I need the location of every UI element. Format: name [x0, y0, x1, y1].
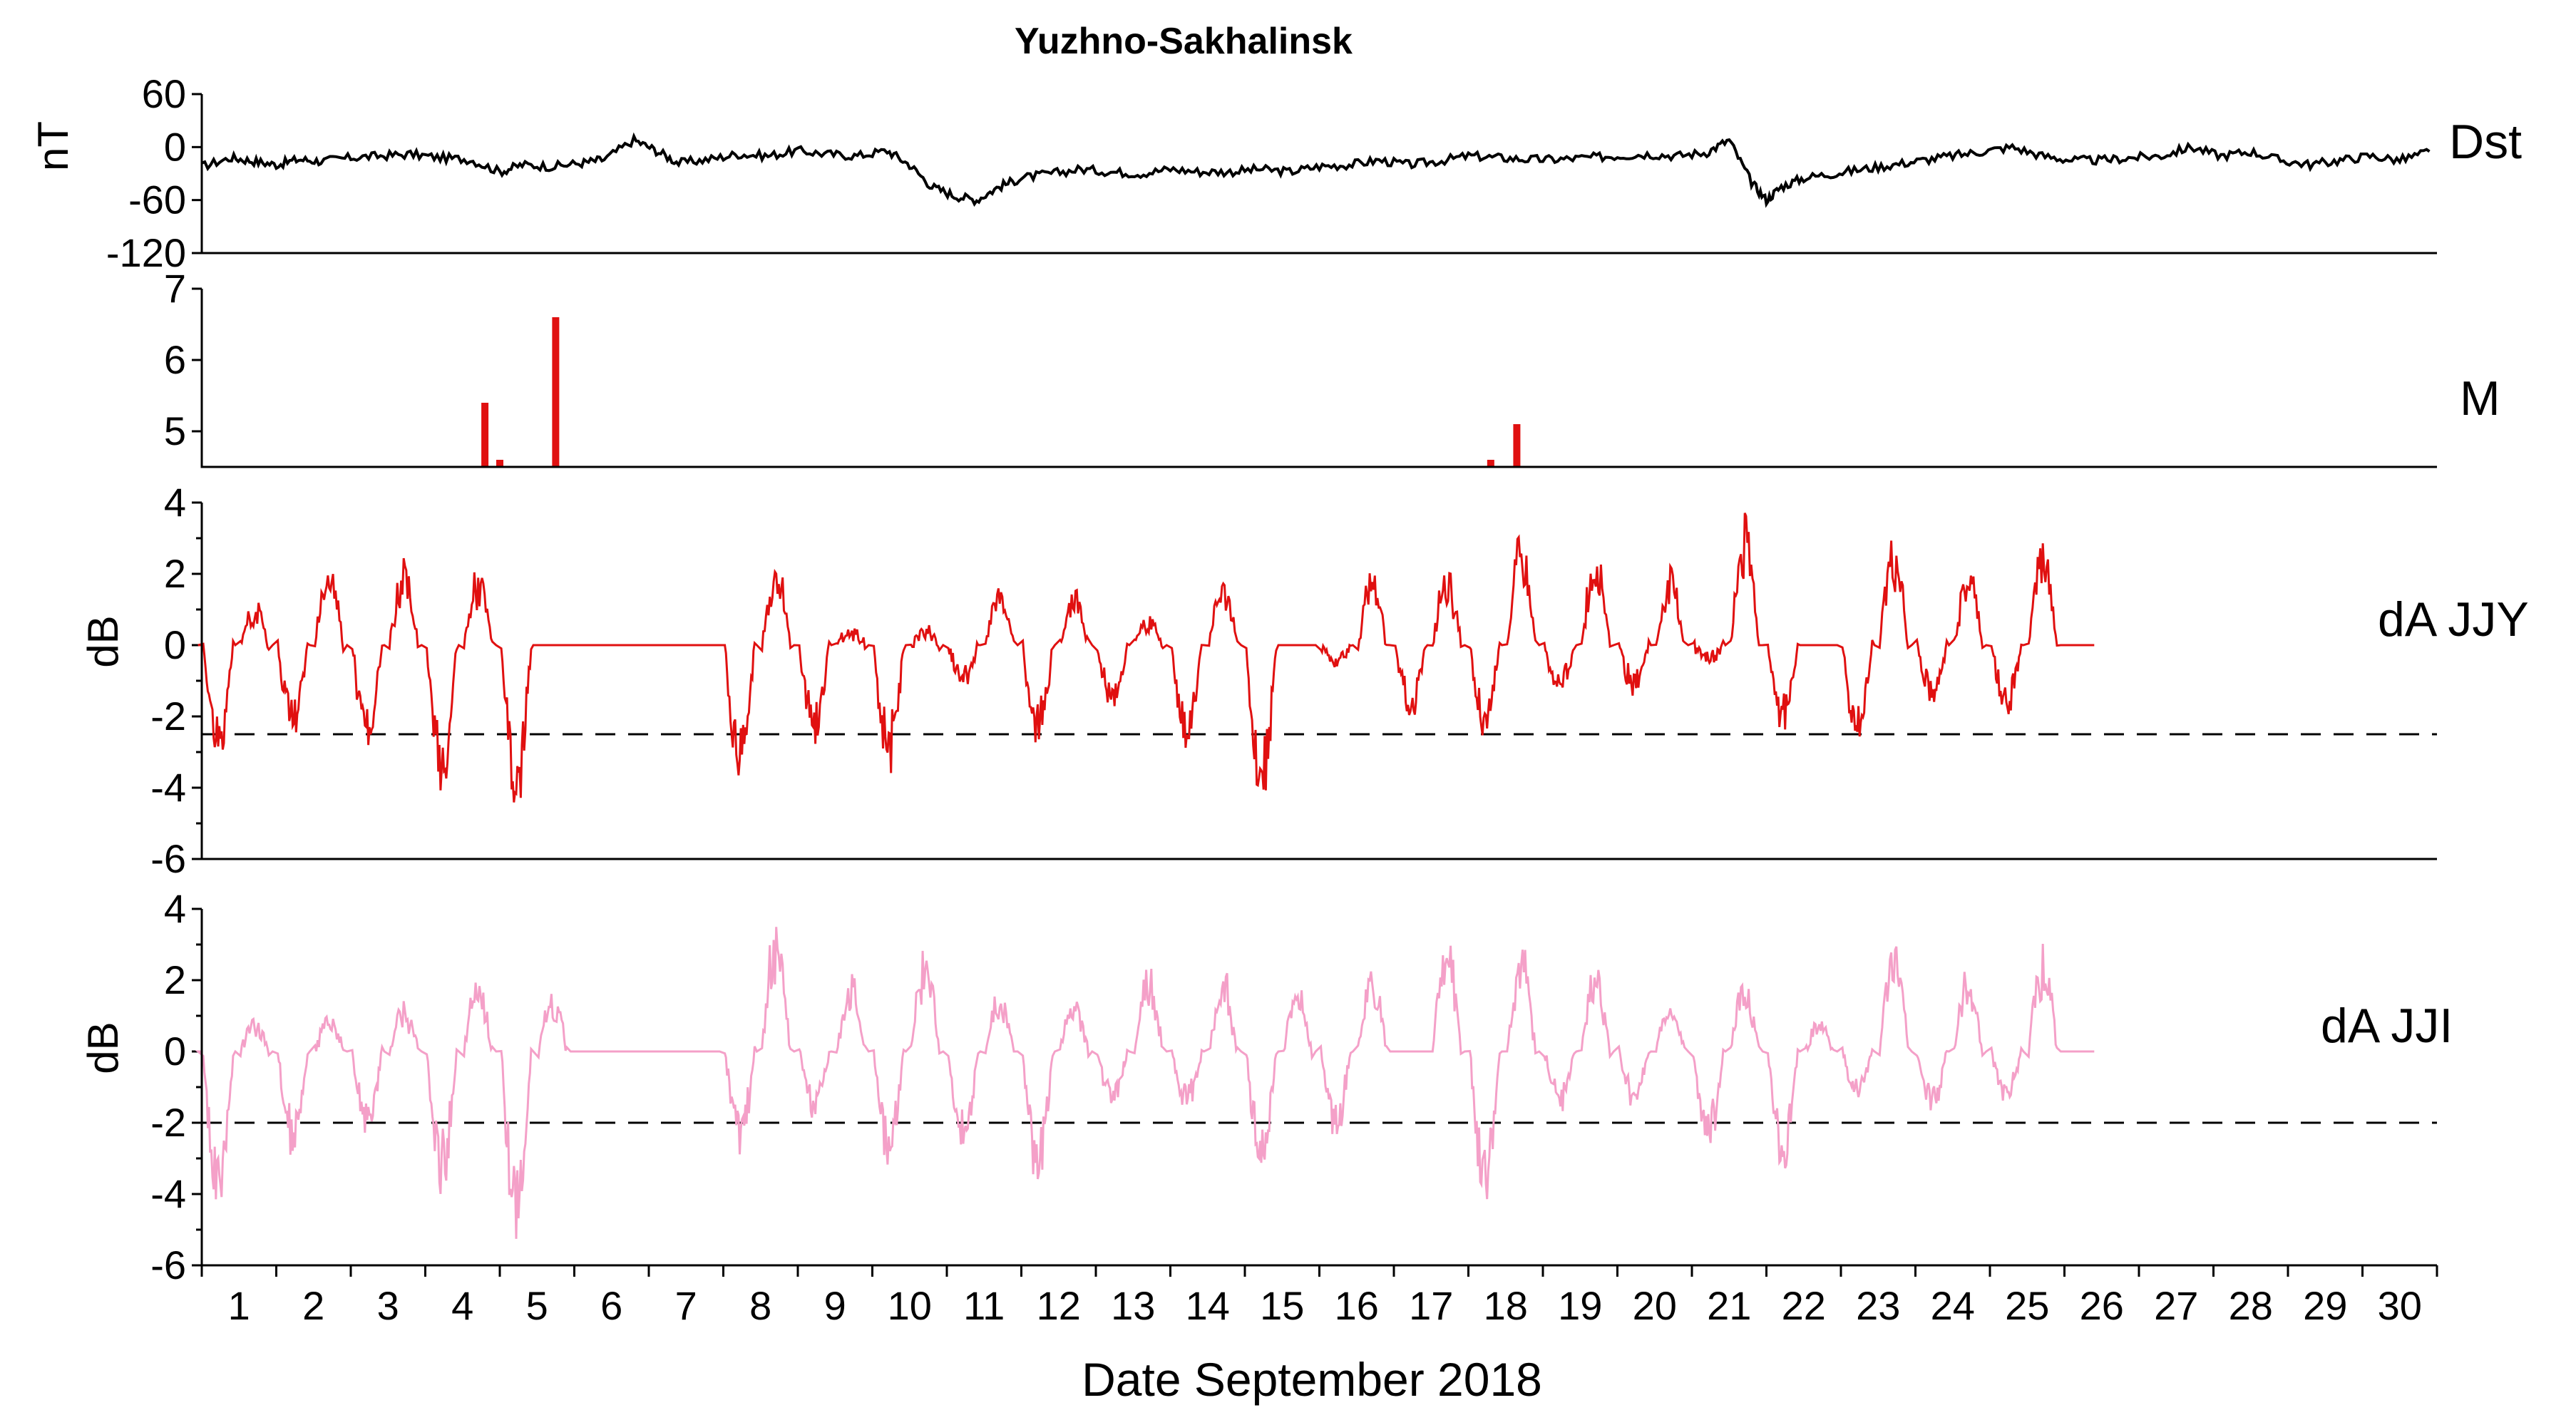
x-axis-ticks: 1 2 3 4 5 6 7 8 9 10 11 12 13 14 15 16 17 18 19 20 21 22 23 24 2…: [200, 1265, 2438, 1328]
quake-y-tick-label: 7: [164, 266, 186, 311]
x-tick-label: 19: [1558, 1283, 1602, 1328]
x-axis-label: Date September 2018: [1082, 1353, 1542, 1406]
x-tick-label: 18: [1484, 1283, 1528, 1328]
jji-y-tick-label: -2: [150, 1100, 186, 1145]
x-tick-label: 21: [1707, 1283, 1751, 1328]
jjy-y-tick-label: -6: [150, 836, 186, 881]
x-tick-label: 22: [1782, 1283, 1826, 1328]
x-tick-label: 7: [675, 1283, 697, 1328]
x-tick-label: 1: [228, 1283, 250, 1328]
x-tick-label: 16: [1335, 1283, 1379, 1328]
panel-earthquakes: 7 6 5 M: [164, 266, 2500, 468]
quake-bar: [1487, 460, 1494, 467]
x-tick-label: 10: [888, 1283, 932, 1328]
x-tick-label: 25: [2005, 1283, 2049, 1328]
jjy-axes: [200, 503, 2437, 860]
jji-y-tick-label: -4: [150, 1171, 186, 1216]
jji-y-tick-label: 0: [164, 1029, 186, 1074]
jjy-series-line: [197, 513, 2095, 803]
x-tick-label: 15: [1260, 1283, 1304, 1328]
jji-panel-label: dA JJI: [2321, 999, 2453, 1053]
x-tick-label: 2: [302, 1283, 324, 1328]
x-tick-label: 13: [1111, 1283, 1155, 1328]
panel-jji: 4 2 0 -2 -4 -6 dB dA JJI: [79, 886, 2453, 1287]
x-tick-label: 9: [824, 1283, 846, 1328]
jjy-y-tick-label: 4: [164, 480, 186, 525]
panel-dst: 60 0 -60 -120 nT Dst: [29, 71, 2522, 275]
jji-ylabel: dB: [79, 1022, 127, 1074]
quake-bar: [496, 460, 503, 467]
quake-panel-label: M: [2460, 371, 2500, 426]
jji-axes: [200, 909, 2437, 1267]
jjy-y-ticks: 4 2 0 -2 -4 -6: [150, 480, 202, 881]
x-tick-label: 29: [2303, 1283, 2347, 1328]
dst-ylabel: nT: [29, 121, 77, 171]
quake-bar: [481, 403, 489, 467]
jji-y-ticks: 4 2 0 -2 -4 -6: [150, 886, 202, 1287]
jjy-y-tick-label: 0: [164, 622, 186, 667]
panel-jjy: 4 2 0 -2 -4 -6 dB dA JJY: [79, 480, 2529, 881]
quake-bar: [552, 317, 560, 467]
dst-y-ticks: 60 0 -60 -120: [106, 71, 202, 275]
x-tick-label: 26: [2080, 1283, 2124, 1328]
x-tick-label: 24: [1931, 1283, 1975, 1328]
x-tick-label: 8: [749, 1283, 771, 1328]
quake-bars: [481, 317, 1521, 467]
x-tick-label: 4: [451, 1283, 473, 1328]
dst-y-tick-label: -120: [106, 230, 186, 275]
x-tick-label: 28: [2229, 1283, 2273, 1328]
quake-bar: [1513, 424, 1521, 467]
dst-axes: [200, 94, 2437, 254]
x-tick-label: 23: [1856, 1283, 1900, 1328]
x-tick-label: 20: [1633, 1283, 1677, 1328]
x-tick-label: 30: [2378, 1283, 2422, 1328]
jjy-y-tick-label: -4: [150, 765, 186, 810]
dst-panel-label: Dst: [2449, 115, 2522, 169]
x-tick-label: 5: [526, 1283, 548, 1328]
jjy-ylabel: dB: [79, 615, 127, 667]
jji-series-line: [195, 927, 2095, 1239]
jjy-y-tick-label: -2: [150, 694, 186, 739]
dst-series-line: [201, 132, 2431, 208]
quake-y-ticks: 7 6 5: [164, 266, 202, 453]
dst-y-tick-label: -60: [128, 178, 186, 222]
jjy-panel-label: dA JJY: [2378, 592, 2529, 647]
jji-y-tick-label: 2: [164, 957, 186, 1002]
x-tick-label: 27: [2154, 1283, 2198, 1328]
quake-y-tick-label: 6: [164, 337, 186, 382]
x-tick-label: 3: [377, 1283, 399, 1328]
x-tick-label: 11: [963, 1283, 1005, 1328]
x-tick-label: 12: [1037, 1283, 1081, 1328]
jji-y-tick-label: -6: [150, 1243, 186, 1287]
x-tick-label: 17: [1409, 1283, 1453, 1328]
dst-y-tick-label: 60: [142, 71, 186, 116]
x-tick-label: 6: [600, 1283, 622, 1328]
jjy-y-tick-label: 2: [164, 551, 186, 596]
chart-title: Yuzhno-Sakhalinsk: [1015, 21, 1353, 62]
dst-y-tick-label: 0: [164, 124, 186, 169]
quake-y-tick-label: 5: [164, 408, 186, 453]
x-tick-label: 14: [1186, 1283, 1230, 1328]
jji-y-tick-label: 4: [164, 886, 186, 931]
quake-axes: [200, 289, 2437, 468]
